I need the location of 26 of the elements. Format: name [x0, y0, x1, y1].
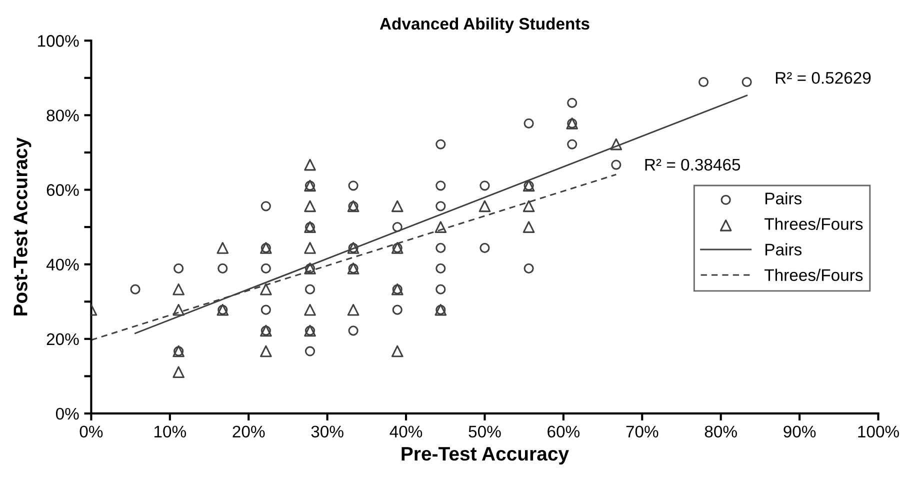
x-tick-label: 70% [626, 426, 658, 438]
legend-label: Threes/Fours [764, 268, 863, 282]
y-tick-label: 60% [46, 184, 79, 196]
y-axis-title: Post-Test Accuracy [14, 137, 32, 316]
annotation: R² = 0.38465 [645, 158, 740, 171]
legend-label: Pairs [766, 192, 802, 204]
x-tick-label: 30% [311, 426, 344, 438]
legend-label: Pairs [766, 243, 802, 256]
x-tick-label: 100% [858, 426, 899, 438]
x-tick-label: 50% [468, 426, 501, 438]
x-tick-label: 60% [548, 426, 580, 438]
y-tick-label: 80% [46, 110, 79, 122]
y-tick-label: 100% [38, 35, 79, 47]
x-tick-label: 80% [704, 426, 737, 438]
chart-title: Advanced Ability Students [380, 17, 590, 33]
y-tick-label: 40% [46, 258, 79, 271]
x-tick-label: 0% [80, 426, 103, 438]
x-tick-label: 10% [154, 426, 186, 438]
y-tick-label: 0% [56, 408, 79, 420]
legend-label: Threes/Fours [764, 218, 863, 230]
annotation: R² = 0.52629 [776, 72, 871, 84]
x-tick-label: 40% [390, 426, 422, 438]
y-tick-label: 20% [46, 333, 79, 346]
x-tick-label: 20% [232, 426, 265, 438]
x-tick-label: 90% [784, 426, 816, 438]
x-axis-title: Pre-Test Accuracy [402, 447, 569, 464]
